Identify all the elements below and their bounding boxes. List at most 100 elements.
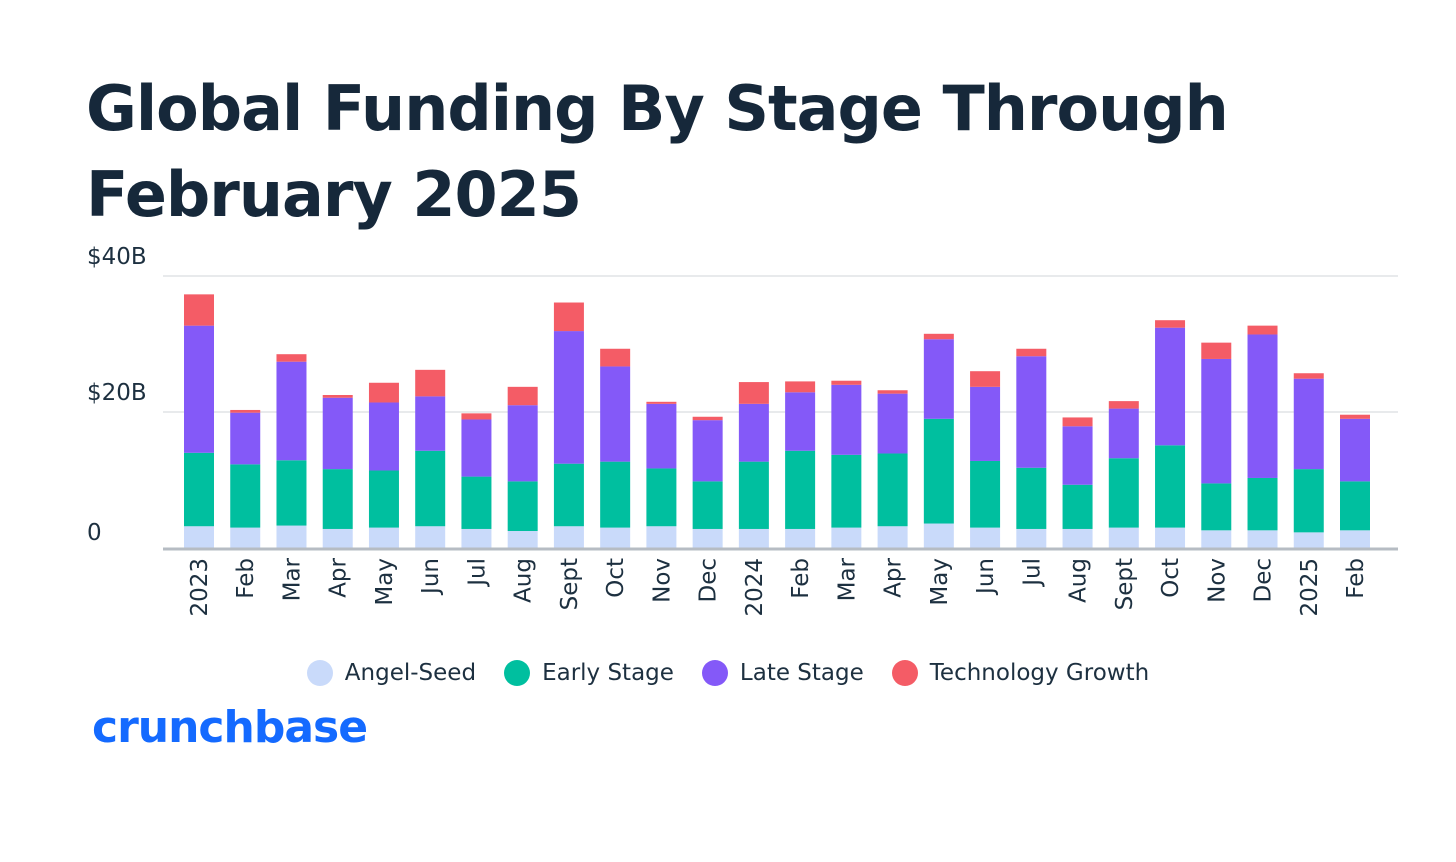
bar-segment <box>600 366 631 462</box>
bar-segment <box>831 380 862 385</box>
bar-segment <box>970 527 1001 548</box>
x-tick-label: Oct <box>603 558 629 598</box>
bar-segment <box>1201 358 1232 484</box>
bar-segment <box>184 325 214 453</box>
x-tick-label: Apr <box>881 557 907 597</box>
x-tick-label: 2025 <box>1297 558 1323 617</box>
bar-segment <box>230 527 261 548</box>
bar-segment <box>461 528 492 548</box>
bar-segment <box>507 531 538 548</box>
bar-segment <box>877 390 908 394</box>
bar-segment <box>368 382 399 403</box>
x-tick-label: Feb <box>233 558 259 599</box>
bar-segment <box>276 460 307 526</box>
bar-segment <box>415 369 446 397</box>
bar-segment <box>923 333 954 340</box>
bar-segment <box>877 453 908 527</box>
x-tick-label: Apr <box>326 557 352 597</box>
x-tick-label: May <box>372 558 398 606</box>
bar-segment <box>738 382 769 404</box>
bar-segment <box>461 419 492 477</box>
bar-segment <box>1155 527 1186 548</box>
bar-segment <box>877 526 908 548</box>
legend-swatch <box>701 660 728 686</box>
legend: Angel-Seed Early Stage Late Stage Technolog… <box>0 655 1456 691</box>
legend-label: Early Stage <box>542 660 674 686</box>
bar-segment <box>1340 418 1370 482</box>
bar-segment <box>1247 530 1278 548</box>
bar-segment <box>692 481 723 529</box>
bar-segment <box>553 331 584 464</box>
bar-segment <box>184 526 214 548</box>
bar-segment <box>1108 401 1139 409</box>
x-tick-label: Aug <box>511 558 537 603</box>
y-tick-label: $20B <box>87 380 147 406</box>
chart-title: Global Funding By Stage Through February… <box>86 72 1229 231</box>
x-tick-label: Mar <box>279 557 305 601</box>
bar-segment <box>970 460 1001 528</box>
legend-swatch <box>504 660 531 686</box>
bar-segment <box>1247 334 1278 478</box>
bar-segment <box>1062 528 1093 548</box>
bar-segment <box>1247 325 1278 335</box>
bar-segment <box>553 302 584 332</box>
bar-segment <box>230 412 261 465</box>
y-tick-label: $40B <box>87 244 147 270</box>
bar-segment <box>785 450 816 529</box>
stacked-bar-chart: 0 $20B $40B 2023 Feb Mar Apr May Jun Jul Aug Sept Oc… <box>87 244 1398 617</box>
bar-segment <box>1293 373 1324 379</box>
bar-segment <box>1016 356 1047 468</box>
bar-segment <box>692 416 723 421</box>
bar-segment <box>692 420 723 482</box>
bar-segment <box>785 528 816 548</box>
bar-segment <box>600 527 631 548</box>
bar-segment <box>600 348 631 367</box>
bar-segment <box>1201 342 1232 359</box>
legend-item: Early Stage <box>504 660 674 686</box>
bar-segment <box>1016 528 1047 548</box>
bar-segment <box>322 469 353 529</box>
x-tick-label: 2023 <box>187 558 213 617</box>
bar-segment <box>1340 530 1370 548</box>
bar-segment <box>1062 426 1093 485</box>
bar-segment <box>1016 348 1047 357</box>
bar-segment <box>276 354 307 362</box>
bar-segment <box>1062 417 1093 427</box>
legend-label: Technology Growth <box>929 660 1150 686</box>
bar-segment <box>923 523 954 548</box>
bar-segment <box>230 464 261 528</box>
x-tick-label: Sept <box>1112 558 1138 610</box>
crunchbase-logo: crunchbase <box>92 702 368 753</box>
bar-segment <box>970 371 1001 387</box>
bar-segment <box>1108 408 1139 459</box>
bar-segment <box>1108 458 1139 528</box>
bar-segment <box>368 470 399 528</box>
legend-item: Late Stage <box>701 660 864 686</box>
bar-segment <box>738 403 769 462</box>
bar-segment <box>923 418 954 524</box>
bar-segment <box>368 527 399 548</box>
bar-segment <box>1155 445 1186 528</box>
bar-segment <box>1293 532 1324 548</box>
bar-segment <box>1201 530 1232 548</box>
bar-segment <box>322 395 353 398</box>
bar-segment <box>600 461 631 528</box>
bar-segment <box>322 528 353 548</box>
x-tick-label: Dec <box>1251 558 1277 603</box>
bar-segment <box>1108 527 1139 548</box>
bar-segment <box>461 413 492 420</box>
x-tick-label: Oct <box>1158 558 1184 598</box>
bar-segment <box>831 384 862 455</box>
bar-segment <box>184 294 214 326</box>
bar-segment <box>831 527 862 548</box>
bar-segment <box>646 403 677 469</box>
bar-segment <box>322 397 353 470</box>
bar-segment <box>184 452 214 527</box>
bar-segment <box>1247 477 1278 531</box>
x-tick-label: Jul <box>1019 558 1045 588</box>
x-tick-label: May <box>927 558 953 606</box>
bar-segment <box>646 401 677 404</box>
bar-segment <box>738 528 769 548</box>
y-tick-label: 0 <box>87 520 102 546</box>
bar-segment <box>646 468 677 527</box>
